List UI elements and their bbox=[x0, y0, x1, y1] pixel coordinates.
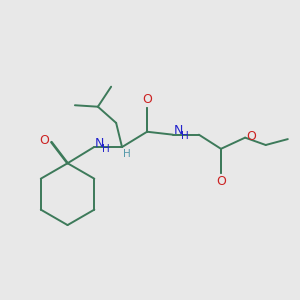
Text: H: H bbox=[124, 148, 131, 158]
Text: O: O bbox=[246, 130, 256, 143]
Text: O: O bbox=[39, 134, 49, 147]
Text: O: O bbox=[216, 175, 226, 188]
Text: O: O bbox=[142, 93, 152, 106]
Text: H: H bbox=[102, 144, 110, 154]
Text: N: N bbox=[95, 137, 104, 150]
Text: H: H bbox=[181, 131, 189, 141]
Text: N: N bbox=[174, 124, 183, 137]
